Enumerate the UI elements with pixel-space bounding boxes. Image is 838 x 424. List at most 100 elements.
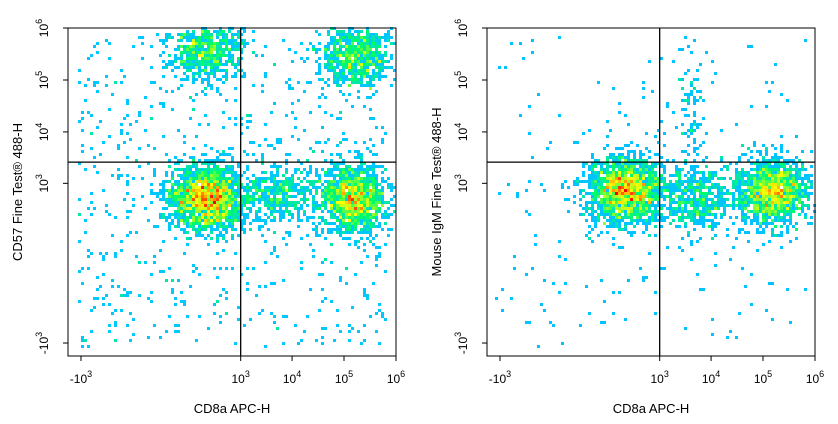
density-dot (609, 129, 612, 132)
density-dot (135, 159, 138, 162)
density-dot (261, 90, 264, 93)
density-dot (618, 147, 621, 150)
density-dot (387, 30, 390, 33)
density-dot (330, 69, 333, 72)
density-dot (651, 171, 654, 174)
density-dot (126, 216, 129, 219)
density-dot (606, 195, 609, 198)
density-dot (624, 156, 627, 159)
density-dot (231, 48, 234, 51)
density-dot (216, 207, 219, 210)
density-dot (600, 201, 603, 204)
y-tick-label: 104 (34, 123, 51, 141)
density-dot (222, 36, 225, 39)
density-dot (258, 183, 261, 186)
density-dot (321, 273, 324, 276)
density-dot (354, 66, 357, 69)
density-dot (387, 201, 390, 204)
density-dot (225, 168, 228, 171)
density-dot (738, 180, 741, 183)
density-dot (579, 180, 582, 183)
density-dot (387, 207, 390, 210)
density-dot (204, 78, 207, 81)
density-dot (186, 63, 189, 66)
density-dot (684, 198, 687, 201)
density-dot (198, 174, 201, 177)
density-dot (711, 225, 714, 228)
density-dot (618, 180, 621, 183)
density-dot (186, 204, 189, 207)
density-dot (375, 90, 378, 93)
density-dot (711, 60, 714, 63)
density-dot (375, 57, 378, 60)
density-dot (369, 96, 372, 99)
density-dot (153, 81, 156, 84)
density-dot (231, 201, 234, 204)
density-dot (186, 75, 189, 78)
density-dot (645, 210, 648, 213)
density-dot (162, 192, 165, 195)
density-dot (78, 81, 81, 84)
density-dot (666, 183, 669, 186)
density-dot (183, 63, 186, 66)
density-dot (339, 156, 342, 159)
density-dot (669, 192, 672, 195)
density-dot (792, 207, 795, 210)
density-dot (339, 210, 342, 213)
density-dot (351, 174, 354, 177)
density-dot (318, 216, 321, 219)
density-dot (252, 30, 255, 33)
density-dot (174, 66, 177, 69)
density-dot (213, 312, 216, 315)
density-dot (558, 240, 561, 243)
density-dot (177, 222, 180, 225)
density-dot (222, 150, 225, 153)
density-dot (789, 168, 792, 171)
density-dot (384, 201, 387, 204)
density-dot (291, 204, 294, 207)
density-dot (120, 81, 123, 84)
density-dot (279, 213, 282, 216)
density-dot (621, 168, 624, 171)
density-dot (186, 171, 189, 174)
density-dot (192, 72, 195, 75)
density-dot (633, 156, 636, 159)
density-dot (312, 195, 315, 198)
density-dot (801, 207, 804, 210)
density-dot (339, 225, 342, 228)
density-dot (336, 324, 339, 327)
density-dot (339, 141, 342, 144)
density-dot (693, 210, 696, 213)
density-dot (351, 36, 354, 39)
density-dot (348, 72, 351, 75)
density-dot (315, 192, 318, 195)
density-dot (150, 201, 153, 204)
density-dot (270, 111, 273, 114)
density-dot (201, 54, 204, 57)
density-dot (612, 312, 615, 315)
density-dot (369, 150, 372, 153)
density-dot (597, 174, 600, 177)
density-dot (204, 51, 207, 54)
density-dot (378, 54, 381, 57)
density-dot (324, 186, 327, 189)
density-dot (612, 174, 615, 177)
density-dot (309, 42, 312, 45)
density-dot (618, 246, 621, 249)
density-dot (375, 177, 378, 180)
density-dot (228, 216, 231, 219)
density-dot (180, 54, 183, 57)
density-dot (354, 30, 357, 33)
density-dot (294, 204, 297, 207)
density-dot (81, 129, 84, 132)
density-dot (258, 201, 261, 204)
density-dot (369, 48, 372, 51)
density-dot (318, 78, 321, 81)
density-dot (801, 189, 804, 192)
density-dot (711, 186, 714, 189)
density-dot (387, 213, 390, 216)
density-dot (378, 69, 381, 72)
density-dot (744, 174, 747, 177)
density-dot (312, 222, 315, 225)
density-dot (597, 186, 600, 189)
